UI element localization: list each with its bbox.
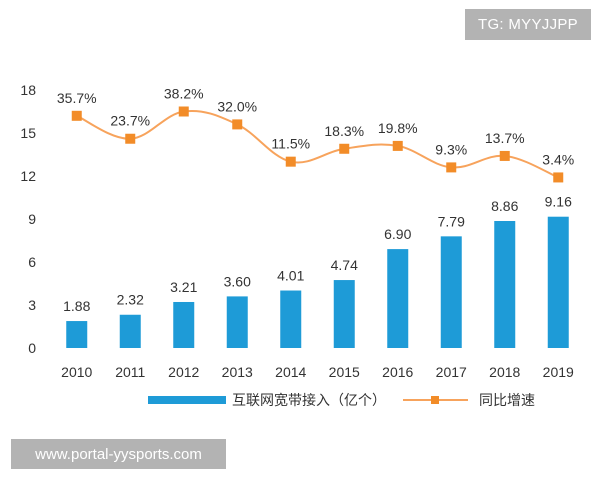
bar	[280, 290, 302, 348]
x-tick-label: 2011	[115, 364, 145, 380]
x-tick-label: 2014	[275, 364, 306, 380]
bar-value-label: 9.16	[545, 194, 572, 210]
y-tick-label: 12	[20, 168, 36, 184]
bar	[173, 301, 195, 348]
legend-bar-swatch	[148, 396, 226, 404]
legend-bar-label: 互联网宽带接入（亿个）	[232, 392, 386, 409]
line-value-label: 19.8%	[378, 120, 418, 136]
y-tick-label: 9	[28, 211, 36, 227]
x-tick-label: 2012	[168, 364, 199, 380]
x-tick-label: 2018	[489, 364, 520, 380]
line-value-label: 11.5%	[271, 136, 310, 152]
x-tick-label: 2017	[436, 364, 467, 380]
y-axis: 0 3 6 9 12 15 18	[20, 82, 36, 356]
bar	[494, 221, 516, 348]
x-axis: 2010 2011 2012 2013 2014 2015 2016 2017 2018 2019	[61, 364, 574, 380]
bar-value-label: 6.90	[384, 226, 411, 242]
line-marker	[71, 110, 82, 121]
line-value-label: 13.7%	[485, 130, 525, 146]
bar	[226, 296, 248, 348]
line-marker	[178, 106, 189, 117]
line-value-label: 32.0%	[217, 98, 257, 114]
line-value-label: 18.3%	[324, 123, 364, 139]
bar	[333, 280, 355, 348]
line-value-label: 38.2%	[164, 86, 204, 102]
bar-value-label: 3.60	[224, 273, 251, 289]
bar	[547, 216, 569, 348]
line-marker	[446, 162, 457, 173]
bar-value-label: 7.79	[438, 213, 465, 229]
y-tick-label: 3	[28, 297, 36, 313]
line-value-label: 23.7%	[110, 113, 150, 129]
bar	[66, 321, 88, 348]
x-tick-label: 2016	[382, 364, 413, 380]
bar	[440, 236, 462, 348]
line-marker	[125, 133, 136, 144]
legend-line-label: 同比增速	[479, 393, 535, 409]
watermark-bottom: www.portal-yysports.com	[11, 439, 226, 469]
line-marker	[553, 172, 564, 183]
growth-line	[76, 109, 559, 179]
line-value-label: 9.3%	[435, 141, 467, 157]
watermark-top: TG: MYYJJPP	[465, 9, 591, 40]
bar-value-label: 4.74	[331, 257, 358, 273]
y-tick-label: 0	[28, 340, 36, 356]
bar-value-label: 1.88	[63, 298, 90, 314]
bar-value-labels: 1.88 2.32 3.21 3.60 4.01 4.74 6.90 7.79 8.86 9.16	[63, 194, 572, 314]
bar-value-label: 4.01	[277, 268, 304, 284]
legend-line-marker	[431, 396, 439, 404]
line-value-label: 3.4%	[542, 151, 574, 167]
y-tick-label: 18	[20, 82, 36, 98]
bar-value-label: 2.32	[117, 292, 144, 308]
line-marker	[285, 156, 296, 167]
x-tick-label: 2015	[329, 364, 360, 380]
y-tick-label: 15	[20, 125, 36, 141]
bar	[119, 314, 141, 348]
legend: 互联网宽带接入（亿个） 同比增速	[148, 392, 535, 409]
line-marker	[499, 150, 510, 161]
bar-value-label: 3.21	[170, 279, 197, 295]
x-tick-label: 2019	[543, 364, 574, 380]
x-tick-label: 2013	[222, 364, 253, 380]
line-marker	[232, 119, 243, 130]
y-tick-label: 6	[28, 254, 36, 270]
x-tick-label: 2010	[61, 364, 92, 380]
bar-value-label: 8.86	[491, 198, 518, 214]
line-marker	[392, 140, 403, 151]
line-value-labels: 35.7% 23.7% 38.2% 32.0% 11.5% 18.3% 19.8% 9.3% 1…	[57, 86, 574, 168]
line-series	[71, 106, 564, 183]
bar	[387, 249, 409, 348]
bar-series	[66, 216, 569, 348]
line-marker	[339, 143, 350, 154]
line-value-label: 35.7%	[57, 90, 97, 106]
